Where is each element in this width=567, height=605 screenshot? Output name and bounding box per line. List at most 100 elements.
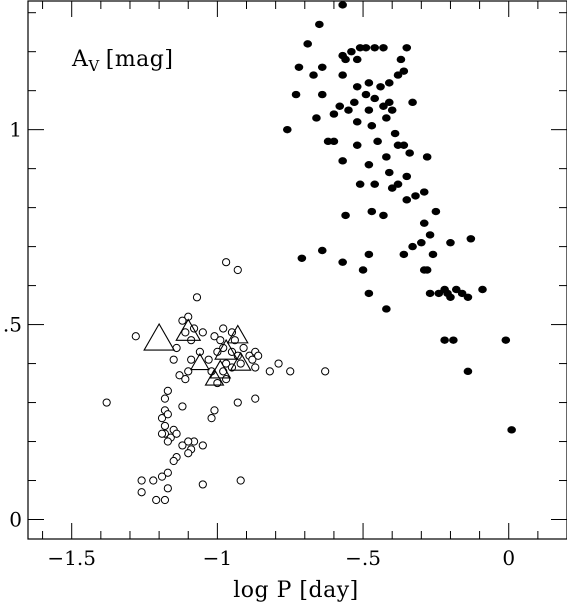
data-point-filled bbox=[466, 235, 476, 243]
data-point-filled bbox=[338, 71, 347, 79]
data-point-open bbox=[248, 355, 257, 364]
data-point-filled bbox=[344, 106, 353, 114]
data-point-open bbox=[216, 336, 225, 345]
data-point-open bbox=[163, 386, 172, 395]
data-point-open bbox=[286, 367, 295, 376]
data-point-filled bbox=[355, 180, 365, 188]
x-tick-label: −1 bbox=[203, 546, 232, 570]
data-point-open bbox=[178, 402, 187, 411]
data-point-open bbox=[187, 355, 196, 364]
data-point-filled bbox=[317, 246, 327, 255]
data-point-open bbox=[204, 355, 213, 364]
data-point-filled bbox=[364, 250, 374, 259]
data-point-filled bbox=[434, 289, 444, 298]
data-point-filled bbox=[364, 106, 374, 114]
tick-label-layer: −1.5 −1 −.5 0 0 .5 1 bbox=[3, 118, 515, 570]
data-point-filled bbox=[390, 129, 400, 138]
data-point-open bbox=[178, 441, 187, 450]
points-layer bbox=[102, 1, 516, 505]
data-point-filled bbox=[408, 98, 417, 107]
data-point-open bbox=[175, 371, 184, 380]
data-point-open bbox=[163, 437, 172, 446]
data-point-filled bbox=[367, 207, 377, 216]
data-point-filled bbox=[417, 239, 426, 247]
data-point-open bbox=[102, 398, 111, 407]
data-point-filled bbox=[419, 219, 429, 227]
data-point-triangle bbox=[175, 318, 202, 341]
data-point-filled bbox=[402, 44, 412, 52]
data-point-filled bbox=[364, 79, 374, 87]
data-point-filled bbox=[352, 118, 362, 126]
data-point-filled bbox=[402, 196, 412, 204]
data-point-filled bbox=[361, 44, 371, 52]
data-point-open bbox=[265, 367, 274, 376]
x-tick-label: 0 bbox=[502, 546, 515, 570]
data-point-open bbox=[131, 332, 140, 341]
data-point-filled bbox=[425, 231, 435, 239]
data-point-open bbox=[239, 343, 248, 353]
data-point-filled bbox=[364, 161, 374, 169]
data-point-filled bbox=[329, 110, 339, 118]
data-point-open bbox=[251, 363, 260, 372]
data-point-open bbox=[321, 367, 330, 376]
data-point-filled bbox=[428, 250, 438, 259]
data-point-filled bbox=[379, 44, 388, 52]
data-point-open bbox=[157, 472, 167, 481]
data-point-filled bbox=[364, 289, 374, 298]
data-point-filled bbox=[373, 137, 382, 146]
data-point-open bbox=[198, 328, 207, 337]
data-point-filled bbox=[338, 1, 347, 9]
data-point-filled bbox=[384, 79, 394, 87]
data-point-open bbox=[195, 347, 204, 356]
data-point-filled bbox=[350, 98, 359, 107]
data-point-filled bbox=[393, 180, 403, 188]
data-point-triangle bbox=[143, 322, 176, 351]
data-point-open bbox=[222, 375, 231, 384]
data-point-filled bbox=[367, 122, 377, 130]
y-axis-label-sub: V bbox=[87, 57, 100, 75]
data-point-filled bbox=[425, 289, 435, 298]
data-point-open bbox=[160, 421, 170, 431]
data-point-open bbox=[230, 336, 239, 345]
data-point-triangle bbox=[214, 338, 239, 360]
data-point-filled bbox=[387, 184, 397, 192]
data-point-filled bbox=[309, 71, 318, 79]
data-point-open bbox=[254, 351, 263, 360]
data-point-filled bbox=[379, 211, 388, 220]
data-point-open bbox=[233, 398, 242, 407]
data-point-filled bbox=[370, 94, 380, 103]
data-point-open bbox=[137, 476, 146, 485]
x-tick-label: −.5 bbox=[345, 546, 381, 570]
data-point-filled bbox=[335, 102, 345, 110]
data-point-filled bbox=[312, 114, 321, 122]
data-point-open bbox=[210, 332, 219, 341]
data-point-filled bbox=[370, 180, 380, 188]
x-tick-label: −1.5 bbox=[47, 546, 96, 570]
data-point-filled bbox=[376, 83, 385, 91]
data-point-filled bbox=[422, 153, 432, 161]
data-point-filled bbox=[393, 71, 403, 79]
data-point-open bbox=[184, 449, 193, 458]
data-point-filled bbox=[347, 47, 356, 56]
data-point-open bbox=[169, 456, 178, 466]
data-point-open bbox=[236, 476, 245, 485]
data-point-filled bbox=[399, 141, 409, 149]
data-point-filled bbox=[402, 172, 412, 181]
data-point-filled bbox=[352, 141, 362, 149]
data-point-open bbox=[172, 429, 181, 438]
data-point-open bbox=[207, 414, 216, 423]
data-point-filled bbox=[384, 98, 394, 107]
data-point-filled bbox=[457, 289, 467, 298]
data-point-open bbox=[178, 316, 187, 325]
data-point-filled bbox=[440, 336, 449, 344]
data-point-filled bbox=[338, 157, 347, 165]
data-point-filled bbox=[303, 40, 312, 48]
data-point-filled bbox=[422, 266, 432, 274]
data-point-filled bbox=[352, 55, 362, 64]
data-point-filled bbox=[297, 254, 307, 263]
data-point-filled bbox=[478, 285, 487, 294]
data-point-open bbox=[210, 406, 219, 415]
data-point-filled bbox=[382, 305, 391, 313]
data-point-filled bbox=[449, 336, 458, 344]
data-point-filled bbox=[405, 149, 414, 157]
